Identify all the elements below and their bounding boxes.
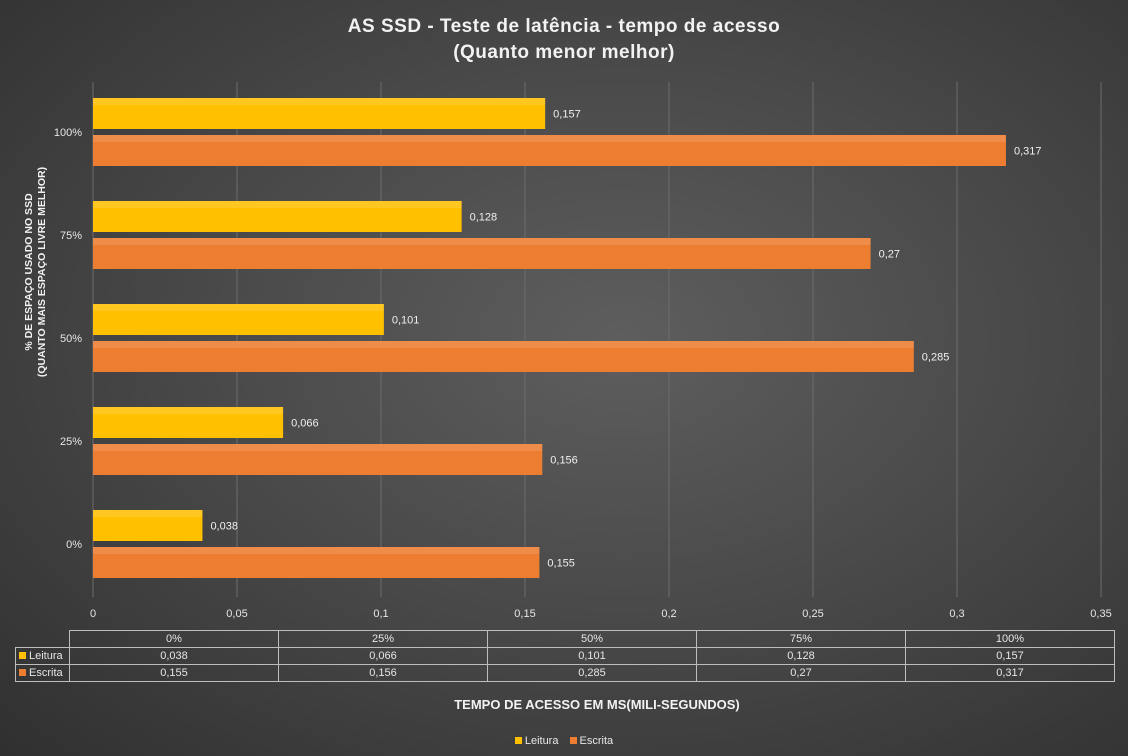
bar — [93, 238, 871, 269]
table-header-cell: 0% — [69, 630, 279, 648]
bar — [93, 201, 462, 232]
leitura-swatch-icon — [19, 652, 26, 659]
table-cell: 0,27 — [696, 664, 906, 682]
y-tick-label: 100% — [54, 127, 82, 139]
data-label: 0,156 — [550, 455, 578, 467]
data-label: 0,285 — [922, 352, 950, 364]
table-series-key: Escrita — [15, 664, 70, 682]
y-axis-label-line2: (QUANTO MAIS ESPAÇO LIVRE MELHOR) — [36, 166, 48, 378]
bar-highlight — [93, 444, 543, 451]
chart-subtitle: (Quanto menor melhor) — [453, 42, 675, 63]
table-cell: 0,317 — [905, 664, 1115, 682]
legend-item-leitura[interactable]: Leitura — [514, 735, 559, 747]
table-series-name: Escrita — [29, 667, 63, 679]
data-label: 0,038 — [210, 521, 238, 533]
legend-label: Escrita — [579, 735, 614, 747]
bar-highlight — [93, 407, 284, 414]
x-tick-label: 0,15 — [514, 608, 535, 620]
table-series-name: Leitura — [29, 650, 63, 662]
bar-highlight — [93, 238, 871, 245]
table-series-key: Leitura — [15, 647, 70, 665]
y-tick-label: 50% — [60, 333, 82, 345]
data-label: 0,155 — [547, 558, 575, 570]
x-tick-label: 0,1 — [373, 608, 388, 620]
y-axis-label-line1: % DE ESPAÇO USADO NO SSD — [23, 193, 35, 351]
data-label: 0,317 — [1014, 146, 1042, 158]
table-header-cell: 100% — [905, 630, 1115, 648]
bar — [93, 547, 540, 578]
data-label: 0,101 — [392, 315, 420, 327]
x-tick-label: 0 — [90, 608, 96, 620]
x-tick-label: 0,05 — [226, 608, 247, 620]
bar — [93, 444, 543, 475]
bar — [93, 135, 1006, 166]
table-row-escrita: Escrita 0,155 0,156 0,285 0,27 0,317 — [15, 664, 1115, 682]
legend-item-escrita[interactable]: Escrita — [569, 735, 614, 747]
bar — [93, 304, 384, 335]
bar — [93, 98, 546, 129]
bar-highlight — [93, 135, 1006, 142]
bar-highlight — [93, 304, 384, 311]
y-tick-label: 0% — [66, 539, 82, 551]
y-tick-label: 75% — [60, 230, 82, 242]
table-cell: 0,038 — [69, 647, 279, 665]
x-tick-label: 0,2 — [661, 608, 676, 620]
legend-escrita-swatch-icon — [569, 737, 577, 744]
table-corner-cell — [15, 630, 70, 648]
data-label: 0,157 — [553, 109, 581, 121]
bar-highlight — [93, 201, 462, 208]
legend-label: Leitura — [524, 735, 559, 747]
table-header-row: 0% 25% 50% 75% 100% — [15, 630, 1115, 648]
data-table: 0% 25% 50% 75% 100% Leitura 0,038 0,066 … — [15, 630, 1115, 682]
data-label: 0,066 — [291, 418, 319, 430]
table-cell: 0,157 — [905, 647, 1115, 665]
legend-leitura-swatch-icon — [514, 737, 522, 744]
table-row-leitura: Leitura 0,038 0,066 0,101 0,128 0,157 — [15, 647, 1115, 665]
bar-highlight — [93, 341, 914, 348]
data-label: 0,128 — [470, 212, 498, 224]
table-cell: 0,128 — [696, 647, 906, 665]
legend: Leitura Escrita — [0, 735, 1128, 747]
table-cell: 0,285 — [487, 664, 697, 682]
chart-title: AS SSD - Teste de latência - tempo de ac… — [347, 16, 781, 37]
bar-highlight — [93, 510, 203, 517]
table-cell: 0,066 — [278, 647, 488, 665]
table-cell: 0,155 — [69, 664, 279, 682]
x-tick-label: 0,3 — [949, 608, 964, 620]
table-header-cell: 50% — [487, 630, 697, 648]
bar — [93, 510, 203, 541]
table-cell: 0,101 — [487, 647, 697, 665]
bar-highlight — [93, 98, 546, 105]
y-tick-label: 25% — [60, 436, 82, 448]
bar — [93, 341, 914, 372]
data-label: 0,27 — [879, 249, 900, 261]
table-header-cell: 75% — [696, 630, 906, 648]
bar — [93, 407, 284, 438]
x-tick-label: 0,25 — [802, 608, 823, 620]
bar-highlight — [93, 547, 540, 554]
table-header-cell: 25% — [278, 630, 488, 648]
x-tick-label: 0,35 — [1090, 608, 1111, 620]
escrita-swatch-icon — [19, 669, 26, 676]
x-axis-label: TEMPO DE ACESSO EM MS(MILI-SEGUNDOS) — [454, 697, 740, 712]
table-cell: 0,156 — [278, 664, 488, 682]
